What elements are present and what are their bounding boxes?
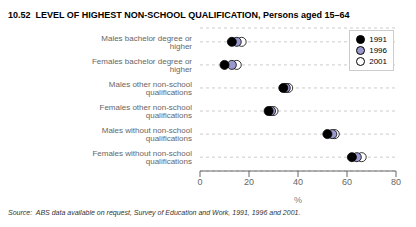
- svg-text:20: 20: [244, 177, 254, 187]
- html-text:Source: ABS data available on: Source: ABS data available on request, S…: [8, 209, 301, 216]
- svg-text:%: %: [294, 195, 302, 205]
- html-text:1996: 1996: [369, 46, 387, 55]
- svg-text:Males other non-schoolqualific: Males other non-schoolqualifications: [109, 80, 192, 97]
- html-text:10.52 LEVEL OF HIGHEST NON-SCH: 10.52 LEVEL OF HIGHEST NON-SCHOOL QUALIF…: [8, 10, 350, 20]
- svg-text:40: 40: [293, 177, 303, 187]
- svg-text:Males without non-schoolqualif: Males without non-schoolqualifications: [102, 126, 192, 143]
- svg-text:Males bachelor degree orhigher: Males bachelor degree orhigher: [101, 34, 192, 51]
- html-text:2001: 2001: [369, 57, 387, 66]
- svg-text:Females other non-schoolqualif: Females other non-schoolqualifications: [100, 103, 193, 120]
- svg-text:80: 80: [391, 177, 401, 187]
- html-text:1991: 1991: [369, 35, 387, 44]
- svg-text:0: 0: [197, 177, 202, 187]
- svg-text:Females without non-schoolqual: Females without non-schoolqualifications: [92, 149, 192, 166]
- svg-text:Females bachelor degree orhigh: Females bachelor degree orhigher: [92, 57, 192, 74]
- svg-text:60: 60: [342, 177, 352, 187]
